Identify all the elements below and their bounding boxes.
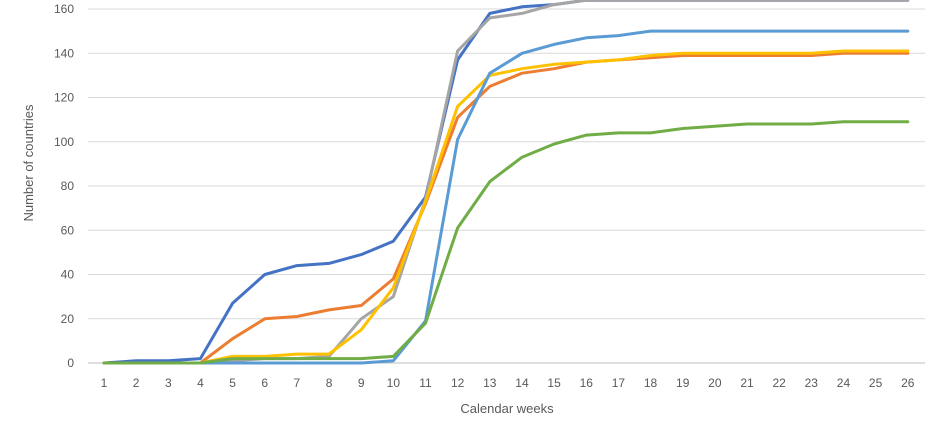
y-tick-label: 80 (61, 179, 75, 193)
x-tick-label: 21 (740, 376, 754, 390)
x-tick-label: 16 (580, 376, 594, 390)
x-tick-label: 11 (419, 376, 432, 390)
x-tick-label: 10 (387, 376, 401, 390)
series-line-3 (102, 0, 910, 365)
x-tick-label: 23 (805, 376, 819, 390)
y-tick-label: 0 (67, 356, 74, 370)
series-line-5 (102, 29, 910, 365)
series-line-6 (102, 120, 910, 365)
x-tick-label: 8 (326, 376, 333, 390)
y-tick-label: 40 (61, 268, 75, 282)
y-tick-label: 60 (61, 223, 75, 237)
x-tick-label: 2 (133, 376, 140, 390)
x-tick-label: 9 (358, 376, 365, 390)
x-tick-label: 4 (197, 376, 204, 390)
y-tick-label: 100 (54, 135, 74, 149)
series-line-4 (102, 49, 910, 365)
x-tick-label: 24 (837, 376, 851, 390)
x-tick-label: 22 (772, 376, 786, 390)
series-line-2 (102, 51, 910, 365)
x-tick-label: 5 (229, 376, 236, 390)
x-axis-title: Calendar weeks (460, 401, 554, 416)
x-tick-label: 20 (708, 376, 722, 390)
x-tick-label: 13 (483, 376, 497, 390)
y-tick-label: 120 (54, 91, 74, 105)
x-tick-labels: 1 2 3 4 5 6 7 8 9 10 11 12 13 14 15 16 17 18 19 20 21 22 23 24 2… (101, 376, 915, 390)
series-lines (102, 0, 910, 365)
x-tick-label: 19 (676, 376, 690, 390)
gridlines (88, 8, 925, 320)
x-tick-label: 14 (515, 376, 529, 390)
y-tick-labels: 0 20 40 60 80 100 120 140 160 (54, 2, 74, 370)
y-axis-title: Number of countries (21, 104, 36, 222)
y-tick-label: 140 (54, 46, 74, 60)
x-tick-label: 12 (451, 376, 465, 390)
x-tick-label: 7 (294, 376, 301, 390)
x-tick-label: 6 (261, 376, 268, 390)
x-tick-label: 15 (547, 376, 561, 390)
x-tick-label: 17 (612, 376, 626, 390)
x-tick-label: 18 (644, 376, 658, 390)
x-tick-label: 1 (101, 376, 108, 390)
x-tick-label: 25 (869, 376, 883, 390)
x-tick-label: 3 (165, 376, 172, 390)
y-tick-label: 160 (54, 2, 74, 16)
y-tick-label: 20 (61, 312, 75, 326)
x-tick-label: 26 (901, 376, 915, 390)
